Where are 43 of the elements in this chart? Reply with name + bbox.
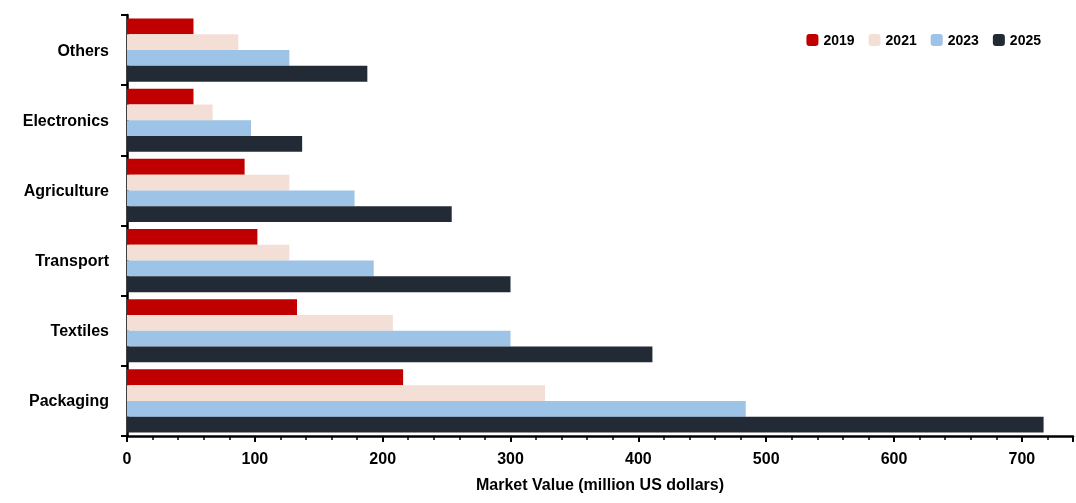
y-tick-label: Transport [35,252,110,270]
y-tick-label: Textiles [50,322,110,340]
bar [127,50,290,66]
bar [127,120,251,137]
x-tick-label: 500 [752,449,780,467]
legend-label: 2019 [823,32,855,48]
legend-label: 2021 [885,32,917,48]
bar [127,229,258,245]
bar [127,244,290,261]
x-tick-label: 200 [369,449,397,467]
bar [127,260,374,277]
bar [127,190,355,207]
legend-label: 2025 [1009,32,1042,48]
x-tick-label: 600 [880,449,908,467]
bar [127,385,546,401]
bar [127,174,290,191]
bar [127,276,511,293]
bar [127,330,511,347]
bar [127,18,194,35]
bar [127,314,393,331]
x-tick-label: 100 [241,449,269,467]
bar [127,400,746,417]
x-tick-label: 0 [122,449,132,467]
x-tick-label: 300 [497,449,524,467]
bar [127,369,404,386]
bar [127,136,303,152]
bar [127,206,452,222]
bar [127,158,245,175]
legend-label: 2023 [947,32,980,48]
bar [127,299,298,315]
bar [127,346,653,363]
bar [127,104,213,121]
y-tick-label: Agriculture [23,181,110,199]
x-tick-label: 700 [1008,449,1036,467]
bar [127,65,368,82]
bar [127,34,239,51]
y-tick-label: Electronics [22,111,110,129]
bar [127,416,1044,433]
y-tick-label: Packaging [28,392,109,410]
x-axis-title: Market Value (million US dollars) [475,475,725,493]
bar [127,88,194,105]
y-tick-label: Others [57,41,110,59]
x-tick-label: 400 [625,449,652,467]
